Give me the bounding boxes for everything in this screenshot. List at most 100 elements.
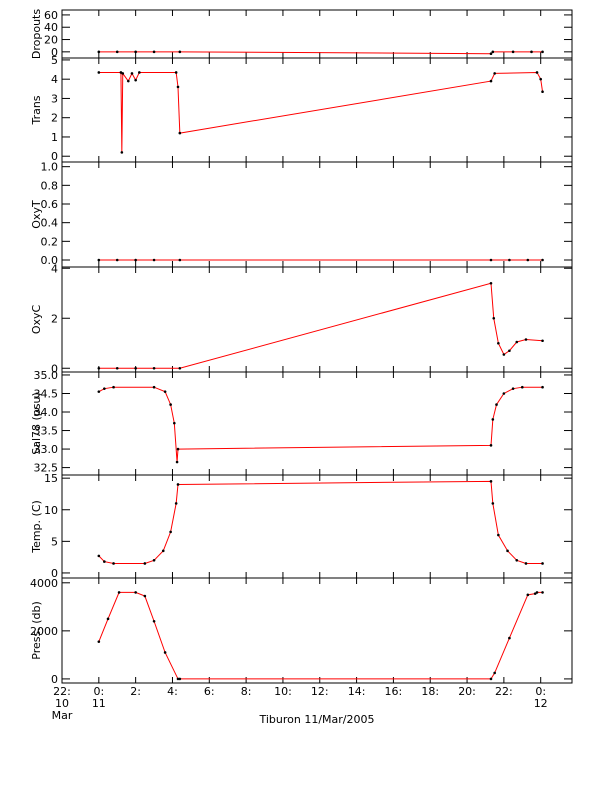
data-point [112, 385, 115, 389]
data-point [178, 366, 182, 370]
data-point [541, 591, 544, 594]
data-point [489, 52, 493, 55]
data-point [489, 677, 493, 681]
data-point [97, 390, 101, 393]
panel-frame [61, 474, 573, 579]
data-point [502, 353, 506, 356]
data-point [176, 483, 180, 486]
data-point [489, 480, 493, 483]
y-tick-label: 0 [51, 362, 58, 375]
data-point [489, 444, 493, 447]
data-point [97, 50, 101, 54]
y-tick-label: 4 [51, 73, 58, 86]
y-axis-label: Sal78 (psu) [30, 392, 43, 455]
x-tick-label: 10: [274, 685, 292, 698]
y-tick-label: 4 [51, 262, 58, 275]
y-tick-label: 33.5 [34, 425, 59, 438]
data-line [98, 282, 543, 369]
data-point [178, 677, 182, 681]
data-point [530, 50, 533, 54]
data-point [495, 403, 498, 406]
data-point [152, 50, 156, 54]
data-point [539, 77, 543, 81]
y-tick-label: 35.0 [34, 369, 59, 382]
data-point [506, 549, 509, 553]
data-point [152, 366, 156, 370]
y-tick-label: 15 [44, 472, 58, 485]
data-point [502, 392, 506, 395]
y-tick-label: 5 [51, 535, 58, 548]
data-point [97, 366, 101, 370]
data-point [489, 79, 493, 83]
data-point [152, 619, 156, 623]
y-tick-label: 60 [44, 9, 58, 22]
data-point [176, 447, 180, 451]
data-point [143, 594, 147, 598]
data-point [134, 50, 137, 54]
x-tick-label: 0: 12 [534, 685, 548, 710]
y-tick-label: 4000 [30, 577, 58, 590]
data-point [126, 79, 130, 83]
y-tick-label: 34.5 [34, 387, 59, 400]
y-axis-label: Temp. (C) [30, 500, 43, 554]
y-tick-label: 0.2 [41, 235, 59, 248]
data-point [174, 502, 178, 505]
panel-frame [61, 9, 573, 59]
y-axis-label: Press. (db) [30, 601, 43, 660]
y-tick-label: 0 [51, 150, 58, 163]
data-point [163, 651, 167, 654]
y-tick-label: 33.0 [34, 443, 59, 456]
data-point [115, 258, 119, 262]
x-axis-label: Tiburon 11/Mar/2005 [258, 713, 374, 726]
data-point [497, 533, 500, 537]
data-point [533, 592, 537, 595]
y-tick-label: 0.4 [41, 217, 59, 230]
y-tick-label: 2 [51, 112, 58, 125]
data-point [493, 671, 496, 675]
data-line [98, 71, 544, 153]
y-tick-label: 1.0 [41, 161, 59, 174]
y-tick-label: 0 [51, 673, 58, 686]
data-point [515, 340, 519, 344]
y-tick-label: 0.6 [41, 198, 59, 211]
data-point [115, 50, 119, 54]
data-point [134, 591, 137, 594]
data-point [511, 387, 515, 390]
data-point [489, 281, 493, 285]
data-point [173, 421, 176, 425]
y-tick-label: 40 [44, 21, 58, 34]
data-point [508, 636, 511, 640]
data-point [541, 90, 544, 94]
data-point [134, 258, 137, 262]
y-tick-label: 0 [51, 46, 58, 59]
y-tick-label: 0 [51, 567, 58, 580]
data-line [98, 591, 543, 680]
y-tick-label: 5 [51, 54, 58, 67]
x-tick-label: 22: [495, 685, 513, 698]
data-point [493, 72, 496, 75]
data-point [511, 50, 515, 54]
data-line [98, 386, 543, 463]
data-point [491, 418, 495, 421]
data-point [120, 151, 124, 154]
y-tick-label: 10 [44, 504, 58, 517]
y-axis-label: OxyT [30, 200, 43, 229]
data-point [541, 258, 544, 262]
data-point [106, 617, 110, 621]
data-point [497, 341, 500, 345]
data-point [541, 562, 544, 565]
data-point [97, 258, 101, 262]
data-point [97, 554, 101, 558]
data-point [130, 72, 134, 75]
data-point [152, 385, 156, 389]
y-tick-label: 1 [51, 131, 58, 144]
data-point [178, 50, 182, 54]
x-tick-label: 8: [241, 685, 252, 698]
y-axis-label: Dropouts [30, 9, 43, 59]
data-line [98, 480, 543, 564]
data-point [103, 387, 106, 390]
data-point [169, 530, 172, 534]
data-point [97, 71, 101, 74]
y-tick-label: 0.8 [41, 179, 59, 192]
